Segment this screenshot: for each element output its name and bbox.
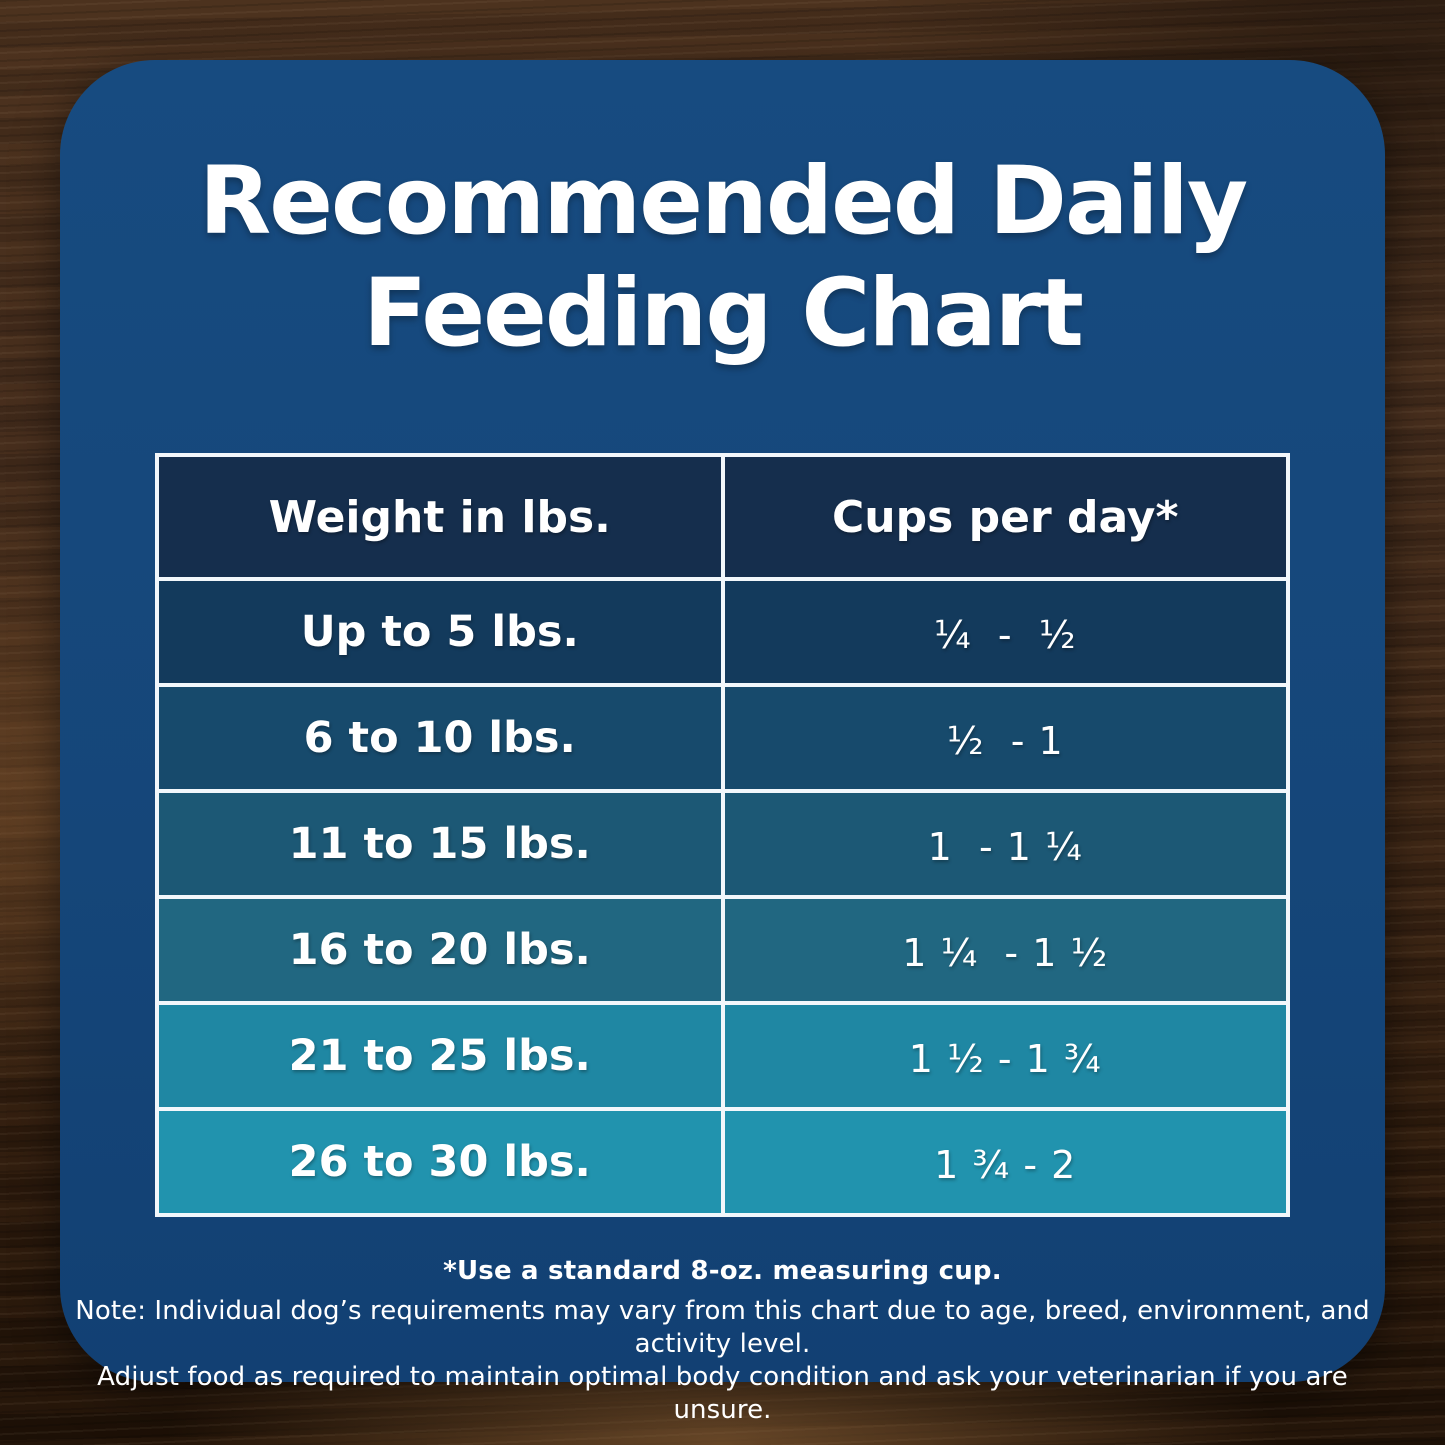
feeding-table: Weight in lbs. Cups per day* Up to 5 lbs… [155, 453, 1290, 1217]
weight-cell: 11 to 15 lbs. [159, 793, 725, 895]
page-title-line2: Feeding Chart [363, 259, 1084, 368]
footnote-note-line2: Adjust food as required to maintain opti… [97, 1362, 1348, 1425]
table-header-row: Weight in lbs. Cups per day* [159, 457, 1286, 577]
column-header-cups: Cups per day* [832, 491, 1179, 543]
table-row: 6 to 10 lbs. ½ - 1 [159, 683, 1286, 789]
weight-cell: 21 to 25 lbs. [159, 1005, 725, 1107]
cups-cell: ¼ - ½ [933, 613, 1077, 657]
page-title-line1: Recommended Daily [198, 147, 1248, 256]
page-title: Recommended Daily Feeding Chart [60, 146, 1385, 370]
weight-cell: 6 to 10 lbs. [159, 687, 725, 789]
cups-cell: ½ - 1 [946, 719, 1064, 763]
cups-cell: 1 ½ - 1 ¾ [908, 1037, 1102, 1081]
weight-cell: 26 to 30 lbs. [159, 1111, 725, 1213]
table-row: 26 to 30 lbs. 1 ¾ - 2 [159, 1107, 1286, 1213]
column-header-weight: Weight in lbs. [159, 457, 725, 577]
footnotes: *Use a standard 8-oz. measuring cup. Not… [60, 1256, 1385, 1427]
cups-cell: 1 - 1 ¼ [927, 825, 1083, 869]
cups-cell: 1 ¾ - 2 [934, 1143, 1077, 1187]
feeding-chart-card: Recommended Daily Feeding Chart Weight i… [60, 60, 1385, 1425]
footnote-note-line1: Note: Individual dog’s requirements may … [75, 1296, 1370, 1359]
cups-cell: 1 ¼ - 1 ½ [902, 931, 1109, 975]
table-row: 16 to 20 lbs. 1 ¼ - 1 ½ [159, 895, 1286, 1001]
table-row: Up to 5 lbs. ¼ - ½ [159, 577, 1286, 683]
table-row: 11 to 15 lbs. 1 - 1 ¼ [159, 789, 1286, 895]
weight-cell: Up to 5 lbs. [159, 581, 725, 683]
weight-cell: 16 to 20 lbs. [159, 899, 725, 1001]
table-row: 21 to 25 lbs. 1 ½ - 1 ¾ [159, 1001, 1286, 1107]
footnote-measuring-cup: *Use a standard 8-oz. measuring cup. [443, 1256, 1002, 1286]
